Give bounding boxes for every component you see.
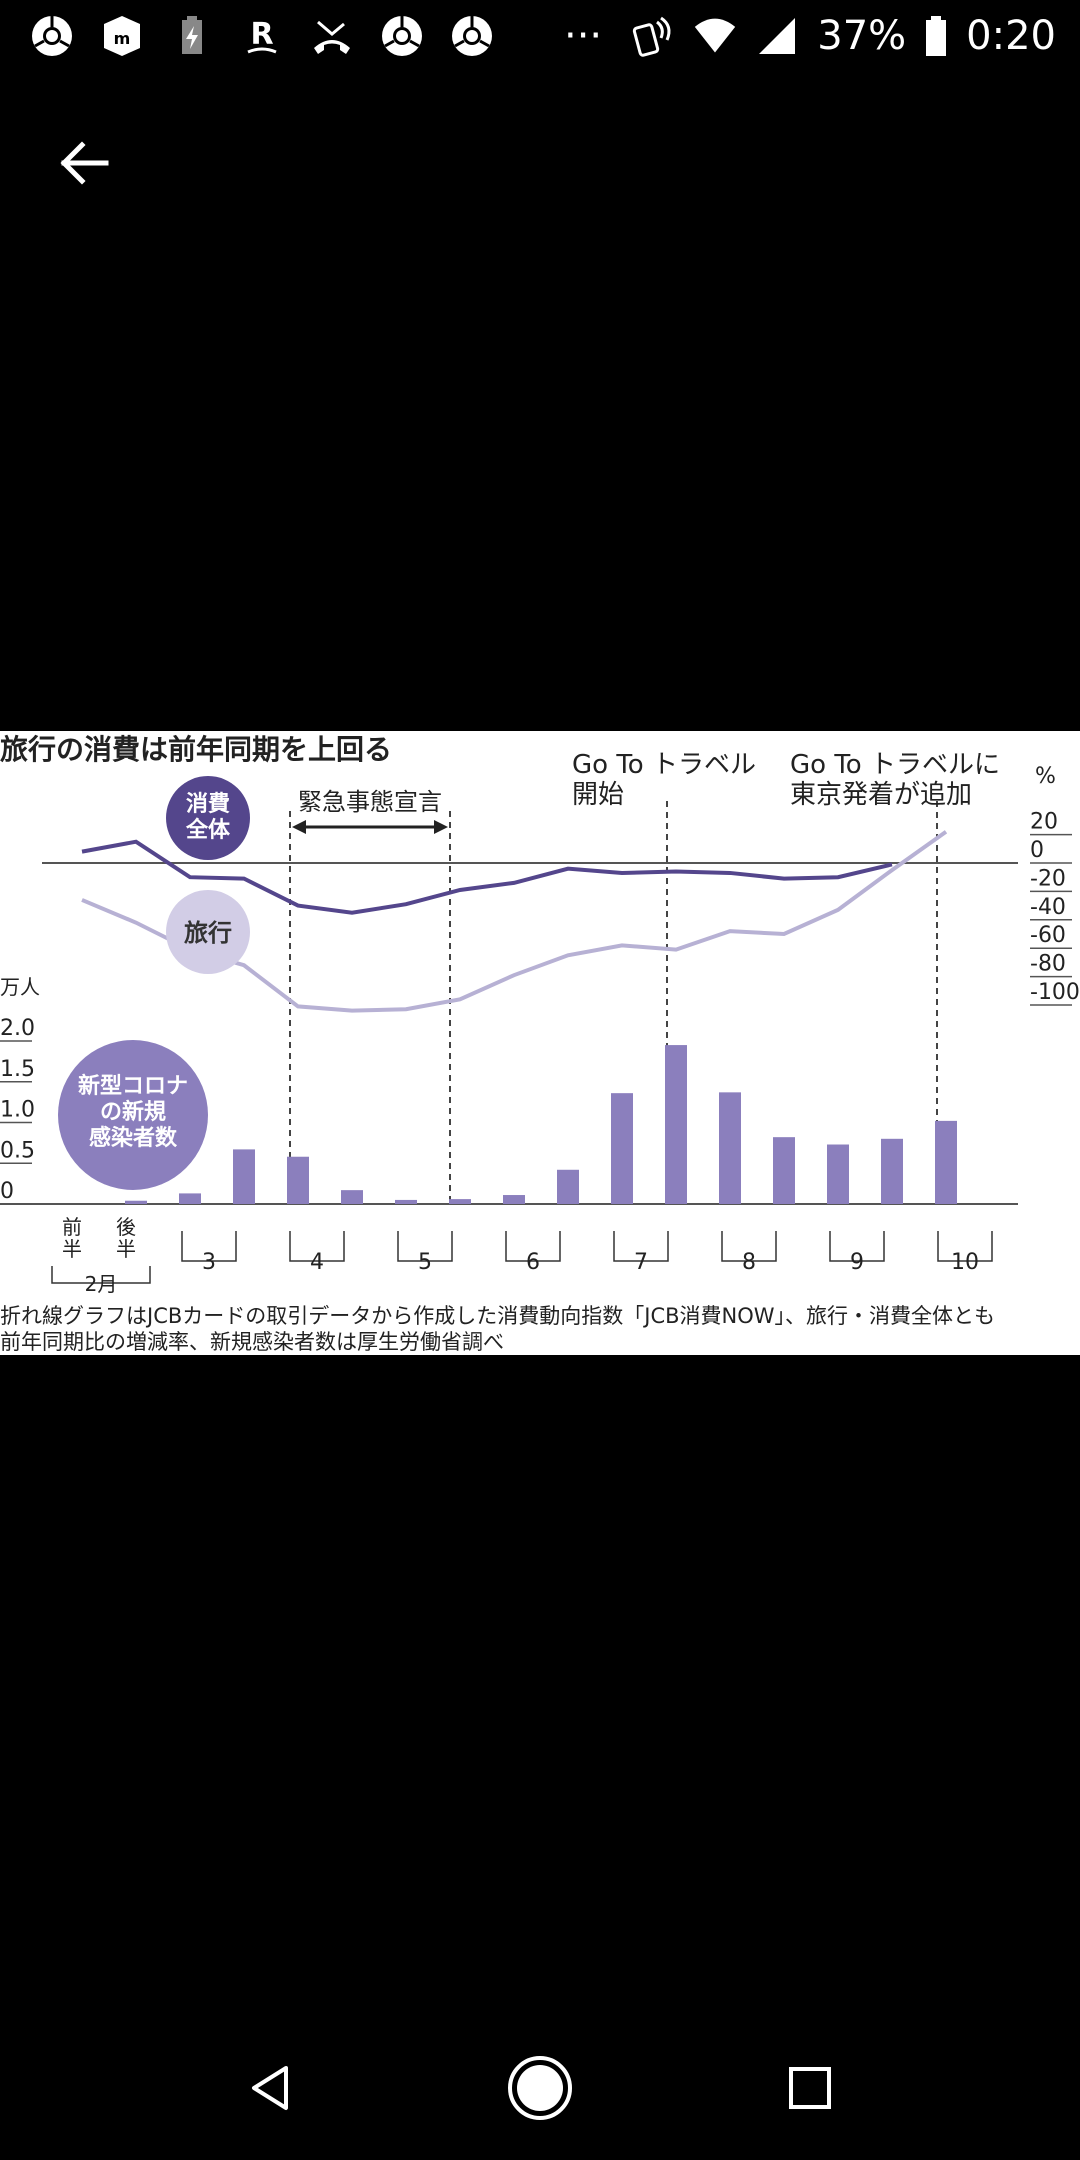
infections-badge: [58, 1040, 208, 1190]
home-icon: [508, 2056, 572, 2120]
emergency-label: 緊急事態宣言: [298, 788, 442, 816]
svg-text:R: R: [250, 17, 273, 52]
right-axis-tick-label: 0: [1030, 838, 1044, 863]
x-month-label: 8: [742, 1250, 756, 1275]
x-month-label: 7: [634, 1250, 648, 1275]
battery-icon: [924, 14, 948, 58]
signal-icon: [755, 14, 799, 58]
x-month-label: 5: [418, 1250, 432, 1275]
status-bar: m R ··· 37% 0:20: [0, 0, 1080, 72]
x-feb-label: 2月: [85, 1272, 118, 1296]
infections-bar: [341, 1190, 363, 1204]
messenger-icon: m: [100, 14, 144, 58]
app-bar: [0, 72, 1080, 242]
rakuten-icon: R: [240, 14, 284, 58]
x-feb-bracket: [51, 1266, 151, 1284]
wifi-icon: [693, 14, 737, 58]
right-axis-tick-label: -20: [1030, 866, 1066, 891]
right-axis-tick-label: 20: [1030, 810, 1058, 835]
x-month-bracket: [397, 1231, 453, 1262]
right-axis-tick-label: -100: [1030, 980, 1080, 1005]
right-axis-tick-label: -80: [1030, 952, 1066, 977]
x-first-half-label: 前半: [62, 1215, 82, 1261]
chart-image[interactable]: 20 0 -20 -40 -60 -80 -100 2.0 1.5 1.0 0.5 0 前半 後半 2月 3 4…: [0, 731, 1080, 1355]
infections-bar: [881, 1138, 903, 1204]
battery-saver-icon: [170, 14, 214, 58]
svg-text:m: m: [114, 29, 131, 48]
infections-bar: [125, 1200, 147, 1204]
travel-badge-label: 旅行: [184, 919, 232, 947]
overall-badge-label: 消費全体: [185, 792, 231, 843]
overall-badge: [166, 776, 250, 860]
infections-badge-label: 新型コロナの新規感染者数: [78, 1073, 188, 1151]
x-month-bracket: [505, 1231, 561, 1262]
x-month-bracket: [721, 1231, 777, 1262]
nav-bar: [0, 2016, 1080, 2160]
more-notifications: ···: [564, 13, 603, 59]
infections-bar: [611, 1093, 633, 1204]
x-month-label: 3: [202, 1250, 216, 1275]
x-month-bracket: [829, 1231, 885, 1262]
footnote-line-1: 折れ線グラフはJCBカードの取引データから作成した消費動向指数「JCB消費NOW…: [0, 1304, 995, 1328]
nav-recents-button[interactable]: [774, 2052, 846, 2124]
back-icon: [252, 2066, 288, 2110]
left-axis-tick-label: 2.0: [0, 1016, 35, 1041]
notification-icons: m R ···: [30, 12, 602, 60]
x-month-label: 6: [526, 1250, 540, 1275]
right-axis-unit: %: [1035, 764, 1056, 789]
infections-bar: [557, 1169, 579, 1204]
nav-home-button[interactable]: [504, 2052, 576, 2124]
x-month-label: 9: [850, 1250, 864, 1275]
infections-bar: [827, 1144, 849, 1204]
x-second-half-label: 後半: [116, 1215, 136, 1261]
infections-bar: [449, 1199, 471, 1204]
right-axis-tick-label: -60: [1030, 923, 1066, 948]
overall-line: [81, 839, 893, 915]
chart-title: 旅行の消費は前年同期を上回る: [0, 733, 392, 766]
chrome-icon: [380, 14, 424, 58]
goto-tokyo-label: Go To トラベルに東京発着が追加: [790, 750, 1000, 810]
system-icons: 37% 0:20: [631, 10, 1056, 62]
x-month-bracket: [613, 1231, 669, 1262]
x-month-bracket: [937, 1231, 993, 1262]
infections-bar: [503, 1195, 525, 1204]
travel-badge: [166, 890, 250, 974]
chrome-icon: [30, 14, 74, 58]
infections-bar: [935, 1120, 957, 1204]
infections-bar: [233, 1149, 255, 1204]
chrome-icon: [450, 14, 494, 58]
nfc-phone-icon: [631, 14, 675, 58]
x-month-label: 4: [310, 1250, 324, 1275]
back-button[interactable]: [48, 127, 120, 199]
footnote-line-2: 前年同期比の増減率、新規感染者数は厚生労働省調べ: [0, 1330, 504, 1354]
left-axis-tick-label: 1.5: [0, 1057, 35, 1082]
left-axis-tick-label: 0: [0, 1179, 14, 1204]
infections-bar: [665, 1045, 687, 1204]
x-month-bracket: [181, 1231, 237, 1262]
infections-bar: [719, 1092, 741, 1204]
right-axis-tick-label: -40: [1030, 895, 1066, 920]
recents-icon: [789, 2067, 831, 2109]
clock: 0:20: [966, 13, 1056, 59]
infections-bar: [287, 1156, 309, 1204]
infections-bar: [395, 1199, 417, 1204]
emergency-arrow: [292, 820, 448, 834]
battery-percent: 37%: [817, 13, 907, 59]
nav-back-button[interactable]: [234, 2052, 306, 2124]
left-axis-tick-label: 0.5: [0, 1138, 35, 1163]
x-month-bracket: [289, 1231, 345, 1262]
left-axis-unit: 万人: [0, 975, 40, 999]
missed-call-icon: [310, 14, 354, 58]
x-month-label: 10: [951, 1250, 979, 1275]
goto-start-label: Go To トラベル開始: [572, 750, 756, 810]
left-axis-tick-label: 1.0: [0, 1098, 35, 1123]
infections-bar: [179, 1193, 201, 1204]
arrow-left-icon: [60, 141, 109, 185]
infections-bar: [773, 1137, 795, 1204]
